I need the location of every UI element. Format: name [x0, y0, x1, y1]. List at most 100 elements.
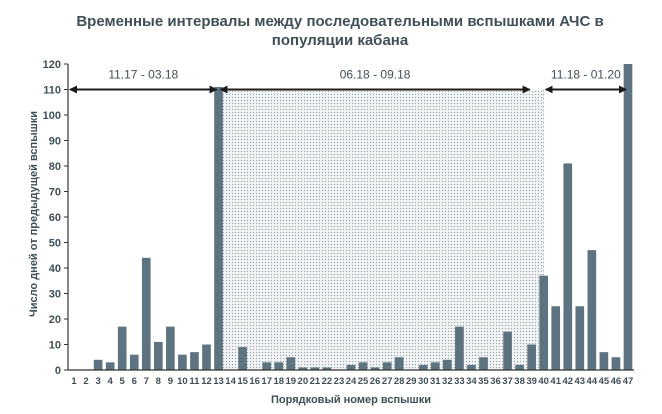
bar: [394, 357, 404, 370]
x-tick-label: 13: [213, 376, 224, 387]
bar: [443, 359, 452, 370]
x-tick-label: 27: [382, 376, 393, 387]
x-tick-label: 7: [144, 376, 149, 387]
bar: [370, 367, 380, 370]
x-tick-label: 19: [285, 376, 296, 387]
x-tick-label: 5: [120, 376, 126, 387]
y-tick-label: 20: [49, 314, 61, 326]
x-tick-label: 3: [95, 376, 100, 387]
y-tick-label: 70: [49, 187, 61, 199]
bar: [623, 64, 633, 370]
x-tick-label: 1: [71, 376, 77, 387]
x-tick-label: 38: [514, 376, 525, 387]
bar: [105, 362, 115, 370]
x-tick-label: 36: [490, 376, 501, 387]
bar: [551, 306, 561, 370]
bar: [153, 341, 163, 370]
chart-title-line2: популяции кабана: [271, 32, 409, 49]
bar: [539, 275, 549, 370]
y-tick-label: 110: [43, 85, 61, 97]
bar: [382, 362, 392, 370]
y-tick-label: 80: [49, 161, 61, 173]
x-tick-label: 42: [562, 376, 573, 387]
x-tick-label: 33: [454, 376, 465, 387]
x-axis-label: Порядковый номер вспышки: [271, 394, 431, 406]
bar: [599, 352, 609, 370]
x-tick-label: 35: [478, 376, 489, 387]
bar: [611, 357, 621, 370]
x-tick-label: 9: [168, 376, 173, 387]
x-tick-label: 4: [108, 376, 114, 387]
x-tick-label: 11: [189, 376, 200, 387]
bar: [515, 364, 524, 370]
x-tick-label: 23: [334, 376, 345, 387]
x-tick-label: 26: [370, 376, 381, 387]
bar: [214, 86, 223, 370]
bar: [93, 359, 103, 370]
x-tick-label: 37: [502, 376, 513, 387]
y-tick-label: 10: [49, 340, 61, 352]
x-tick-label: 21: [310, 376, 321, 387]
bar: [455, 326, 464, 370]
x-tick-label: 34: [466, 376, 477, 387]
bar: [527, 344, 536, 370]
bar: [202, 344, 211, 370]
y-tick-label: 30: [49, 289, 61, 301]
bar: [190, 352, 199, 370]
bar: [563, 163, 573, 370]
y-tick-label: 120: [43, 59, 61, 71]
bar: [467, 364, 476, 370]
x-tick-label: 18: [273, 376, 284, 387]
bar: [238, 347, 247, 370]
bar: [479, 357, 488, 370]
x-tick-label: 6: [132, 376, 137, 387]
x-tick-label: 28: [394, 376, 405, 387]
period-label: 06.18 - 09.18: [340, 68, 411, 82]
bar: [575, 306, 585, 370]
x-tick-label: 46: [611, 376, 622, 387]
bar: [298, 367, 308, 370]
x-tick-label: 20: [298, 376, 309, 387]
y-tick-label: 40: [49, 263, 61, 275]
bar: [310, 367, 320, 370]
bar: [358, 362, 368, 370]
x-tick-label: 29: [406, 376, 417, 387]
bar: [129, 354, 139, 370]
bar: [322, 367, 332, 370]
bar: [346, 364, 356, 370]
x-tick-label: 17: [261, 376, 272, 387]
x-tick-label: 8: [156, 376, 161, 387]
x-tick-label: 22: [322, 376, 333, 387]
x-tick-label: 39: [526, 376, 537, 387]
x-tick-label: 16: [249, 376, 260, 387]
x-tick-label: 43: [575, 376, 586, 387]
x-tick-label: 15: [237, 376, 248, 387]
x-tick-label: 47: [623, 376, 634, 387]
bar: [587, 250, 597, 370]
y-tick-label: 50: [49, 238, 61, 250]
bar: [141, 257, 151, 370]
x-tick-label: 41: [550, 376, 561, 387]
x-tick-label: 12: [201, 376, 212, 387]
bar: [430, 362, 440, 370]
bar: [166, 326, 175, 370]
bar: [178, 354, 187, 370]
bar: [262, 362, 272, 370]
x-tick-label: 45: [599, 376, 610, 387]
chart-title-line1: Временные интервалы между последовательн…: [76, 13, 604, 30]
x-tick-label: 25: [358, 376, 369, 387]
bar: [286, 357, 296, 370]
period-label: 11.18 - 01.20: [551, 68, 621, 82]
x-tick-label: 40: [538, 376, 549, 387]
x-tick-label: 32: [442, 376, 453, 387]
bar: [503, 331, 512, 370]
y-tick-label: 0: [55, 365, 61, 377]
y-tick-label: 60: [49, 212, 61, 224]
bar: [117, 326, 127, 370]
period-label: 11.17 - 03.18: [108, 68, 178, 82]
x-tick-label: 30: [418, 376, 429, 387]
y-tick-label: 90: [49, 136, 61, 148]
x-tick-label: 24: [346, 376, 357, 387]
x-tick-label: 31: [430, 376, 441, 387]
